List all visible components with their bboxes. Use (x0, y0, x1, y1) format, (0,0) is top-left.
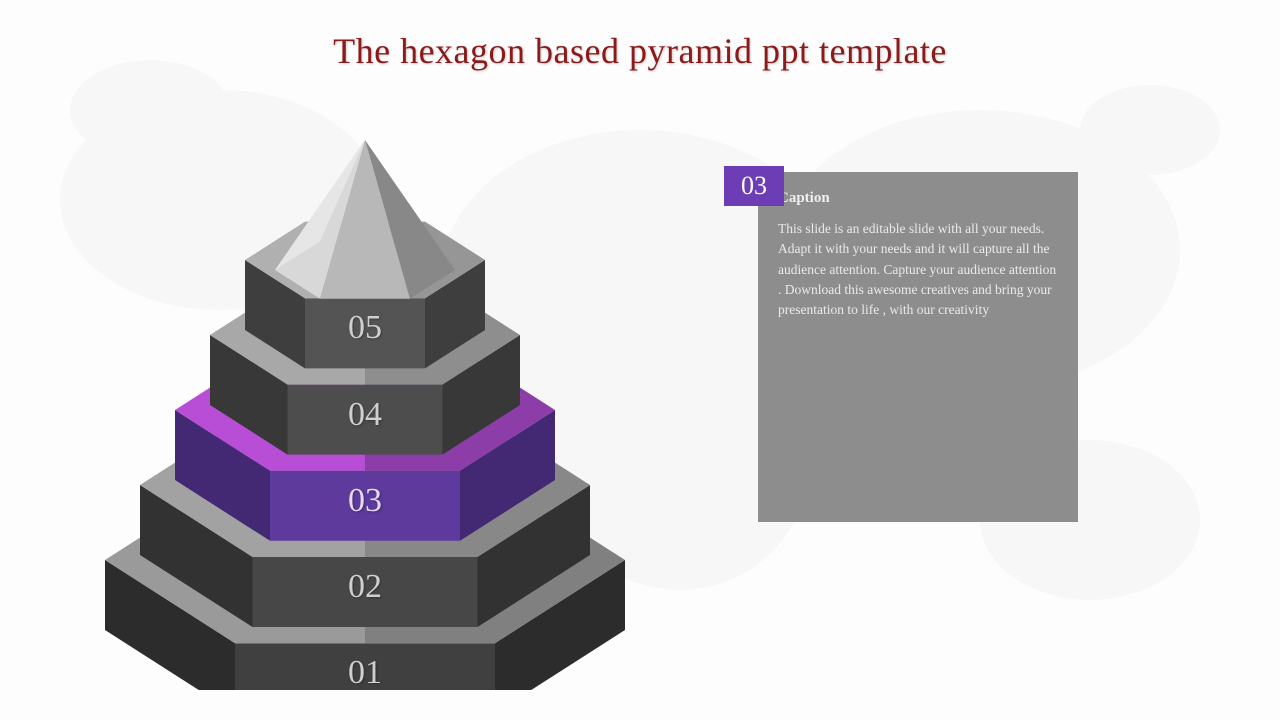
hexagon-pyramid: 0102030405 (90, 130, 640, 680)
callout-badge-number: 03 (741, 171, 767, 201)
pyramid-apex (275, 140, 455, 299)
page-title: The hexagon based pyramid ppt template (0, 30, 1280, 72)
callout-badge: 03 (724, 166, 784, 206)
callout-title: Caption (778, 190, 1058, 207)
pyramid-svg (90, 130, 640, 690)
callout-body: This slide is an editable slide with all… (778, 219, 1058, 320)
callout-panel: 03 Caption This slide is an editable sli… (758, 172, 1078, 522)
